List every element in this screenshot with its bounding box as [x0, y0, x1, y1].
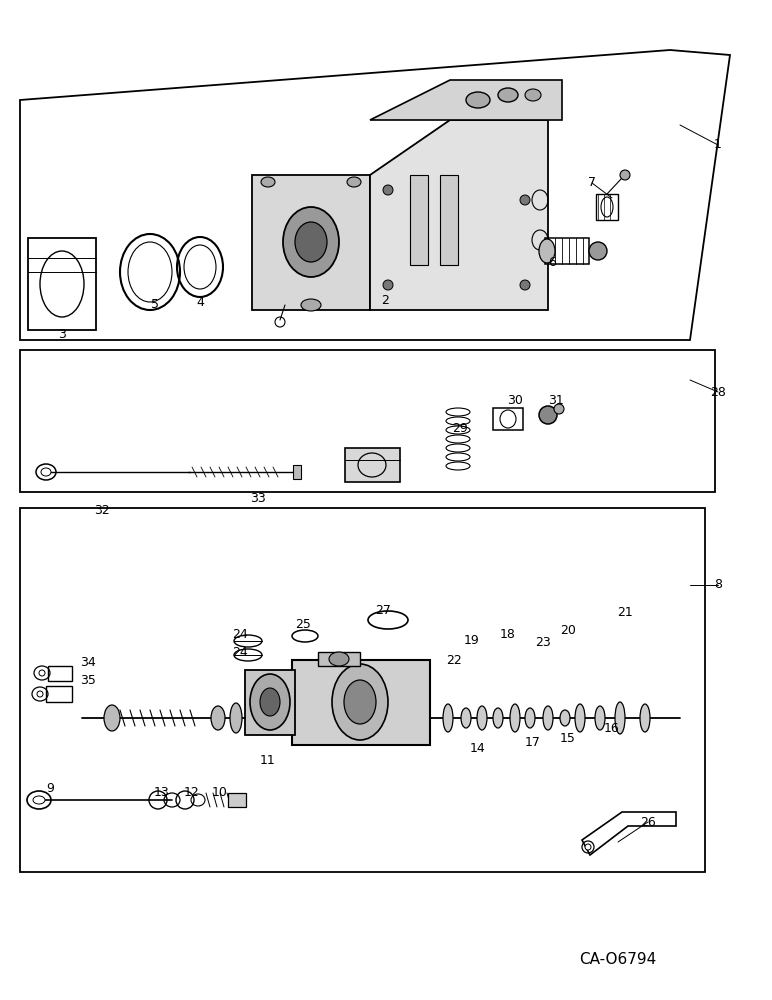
Ellipse shape: [477, 706, 487, 730]
Text: 26: 26: [640, 816, 656, 828]
Bar: [345, 448, 400, 482]
Ellipse shape: [520, 280, 530, 290]
Text: 6: 6: [548, 255, 556, 268]
Ellipse shape: [640, 704, 650, 732]
Text: 34: 34: [80, 656, 96, 668]
Text: 24: 24: [232, 646, 248, 658]
Text: 3: 3: [58, 328, 66, 342]
Text: 23: 23: [535, 636, 551, 648]
Text: 28: 28: [710, 385, 726, 398]
Text: 14: 14: [470, 742, 486, 754]
Text: 27: 27: [375, 603, 391, 616]
Ellipse shape: [461, 708, 471, 728]
Text: 16: 16: [604, 722, 620, 734]
Bar: [493, 408, 523, 430]
Text: 20: 20: [560, 624, 576, 637]
Ellipse shape: [283, 207, 339, 277]
Bar: [292, 660, 430, 745]
Ellipse shape: [347, 177, 361, 187]
Polygon shape: [252, 175, 370, 310]
Bar: [48, 666, 72, 681]
Ellipse shape: [466, 92, 490, 108]
Ellipse shape: [329, 652, 349, 666]
Bar: [410, 175, 428, 265]
Ellipse shape: [539, 406, 557, 424]
Text: 18: 18: [500, 629, 516, 642]
Text: 15: 15: [560, 732, 576, 744]
Ellipse shape: [443, 704, 453, 732]
Ellipse shape: [510, 704, 520, 732]
Ellipse shape: [525, 708, 535, 728]
Ellipse shape: [33, 796, 45, 804]
Text: 12: 12: [185, 786, 200, 800]
Text: 21: 21: [617, 605, 633, 618]
Text: 31: 31: [548, 393, 564, 406]
Ellipse shape: [498, 88, 518, 102]
Text: 7: 7: [588, 176, 596, 190]
Ellipse shape: [104, 705, 120, 731]
Ellipse shape: [37, 691, 43, 697]
Ellipse shape: [41, 468, 51, 476]
Ellipse shape: [301, 299, 321, 311]
Text: 2: 2: [381, 294, 389, 306]
Ellipse shape: [344, 680, 376, 724]
Text: 30: 30: [507, 393, 523, 406]
Bar: [46, 686, 72, 702]
Ellipse shape: [560, 710, 570, 726]
Text: 13: 13: [154, 786, 170, 800]
Text: 22: 22: [446, 654, 462, 666]
Ellipse shape: [230, 703, 242, 733]
Ellipse shape: [595, 706, 605, 730]
Ellipse shape: [585, 844, 591, 850]
Text: 8: 8: [714, 578, 722, 591]
Bar: [545, 238, 589, 264]
Ellipse shape: [615, 702, 625, 734]
Text: 33: 33: [250, 491, 266, 504]
Ellipse shape: [260, 688, 280, 716]
Ellipse shape: [261, 177, 275, 187]
Text: 35: 35: [80, 674, 96, 686]
Ellipse shape: [211, 706, 225, 730]
Ellipse shape: [39, 670, 45, 676]
Bar: [245, 670, 295, 735]
Ellipse shape: [525, 89, 541, 101]
Bar: [596, 194, 618, 220]
Ellipse shape: [520, 195, 530, 205]
Text: 9: 9: [46, 782, 54, 794]
Ellipse shape: [295, 222, 327, 262]
Ellipse shape: [620, 170, 630, 180]
Text: 4: 4: [196, 296, 204, 308]
Text: 5: 5: [151, 298, 159, 312]
Ellipse shape: [554, 404, 564, 414]
Text: 11: 11: [260, 754, 276, 766]
Text: 32: 32: [94, 504, 110, 516]
Text: 17: 17: [525, 736, 541, 748]
Ellipse shape: [589, 242, 607, 260]
Text: 1: 1: [714, 138, 722, 151]
Bar: [228, 793, 246, 807]
Text: 10: 10: [212, 786, 228, 800]
Ellipse shape: [332, 664, 388, 740]
Ellipse shape: [575, 704, 585, 732]
Ellipse shape: [543, 706, 553, 730]
Bar: [318, 652, 360, 666]
Ellipse shape: [250, 674, 290, 730]
Polygon shape: [370, 120, 548, 310]
Ellipse shape: [539, 239, 555, 263]
Bar: [293, 465, 301, 479]
Text: 29: 29: [452, 422, 468, 434]
Polygon shape: [370, 80, 562, 120]
Bar: [440, 175, 458, 265]
Text: 24: 24: [232, 628, 248, 641]
Text: 19: 19: [464, 634, 480, 647]
Ellipse shape: [383, 280, 393, 290]
Text: 25: 25: [295, 618, 311, 632]
Text: CA-O6794: CA-O6794: [579, 952, 657, 968]
Bar: [28, 238, 96, 330]
Ellipse shape: [383, 185, 393, 195]
Ellipse shape: [493, 708, 503, 728]
